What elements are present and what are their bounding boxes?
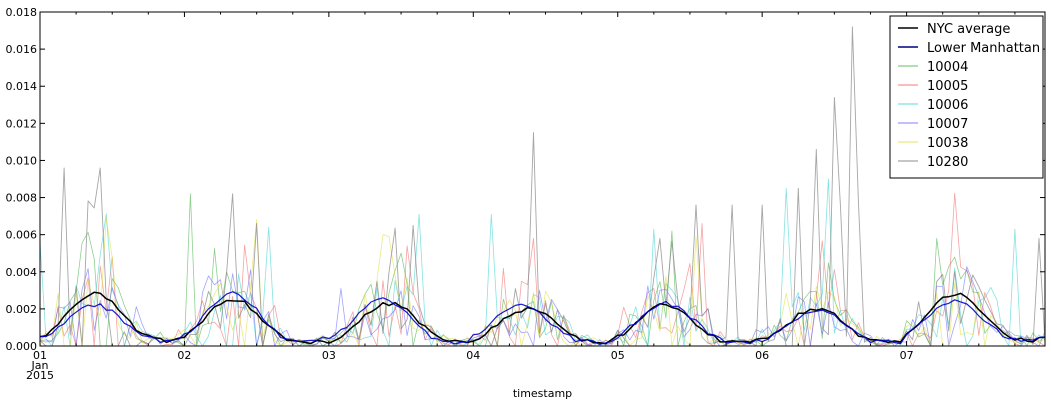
legend-label: NYC average	[927, 22, 1010, 37]
x-tick-sublabel: 2015	[26, 369, 54, 382]
legend-label: 10005	[927, 79, 968, 94]
x-tick-label: 02	[177, 349, 191, 362]
y-tick-label: 0.004	[6, 266, 38, 279]
series-line-10280	[39, 26, 1046, 347]
y-tick-label: 0.014	[6, 80, 38, 93]
y-tick-label: 0.018	[6, 6, 38, 19]
x-axis-label: timestamp	[513, 387, 572, 400]
legend-box	[889, 15, 1044, 179]
y-tick-label: 0.002	[6, 303, 38, 316]
x-tick-label: 04	[466, 349, 480, 362]
x-tick-label: 03	[322, 349, 336, 362]
y-tick-label: 0.012	[6, 117, 38, 130]
x-tick-label: 05	[611, 349, 625, 362]
y-tick-label: 0.010	[6, 154, 38, 167]
x-tick-label: 01	[33, 349, 47, 362]
axes-layer: 0.000 0.002 0.004 0.006 0.008 0.010 0.012 0.014…	[6, 6, 1045, 382]
legend-label: Lower Manhattan	[927, 41, 1040, 56]
legend-label: 10007	[927, 117, 968, 132]
y-tick-label: 0.000	[6, 340, 38, 353]
y-tick-label: 0.008	[6, 192, 38, 205]
y-tick-label: 0.016	[6, 43, 38, 56]
series-line-10007	[39, 266, 1046, 347]
x-tick-label: 07	[900, 349, 914, 362]
x-tick-label: 06	[755, 349, 769, 362]
legend: NYC average Lower Manhattan 10004 10005 1000…	[889, 15, 1044, 179]
legend-label: 10004	[927, 60, 968, 75]
legend-label: 10006	[927, 98, 968, 113]
legend-label: 10038	[927, 136, 968, 151]
x-tick-sublabel: Jan	[31, 359, 49, 372]
series-line-lower-manhattan	[39, 291, 1046, 345]
plot-frame	[39, 11, 1046, 347]
series-layer	[39, 26, 1046, 347]
series-line-10038	[39, 217, 1046, 347]
y-tick-label: 0.006	[6, 229, 38, 242]
legend-label: 10280	[927, 155, 968, 170]
